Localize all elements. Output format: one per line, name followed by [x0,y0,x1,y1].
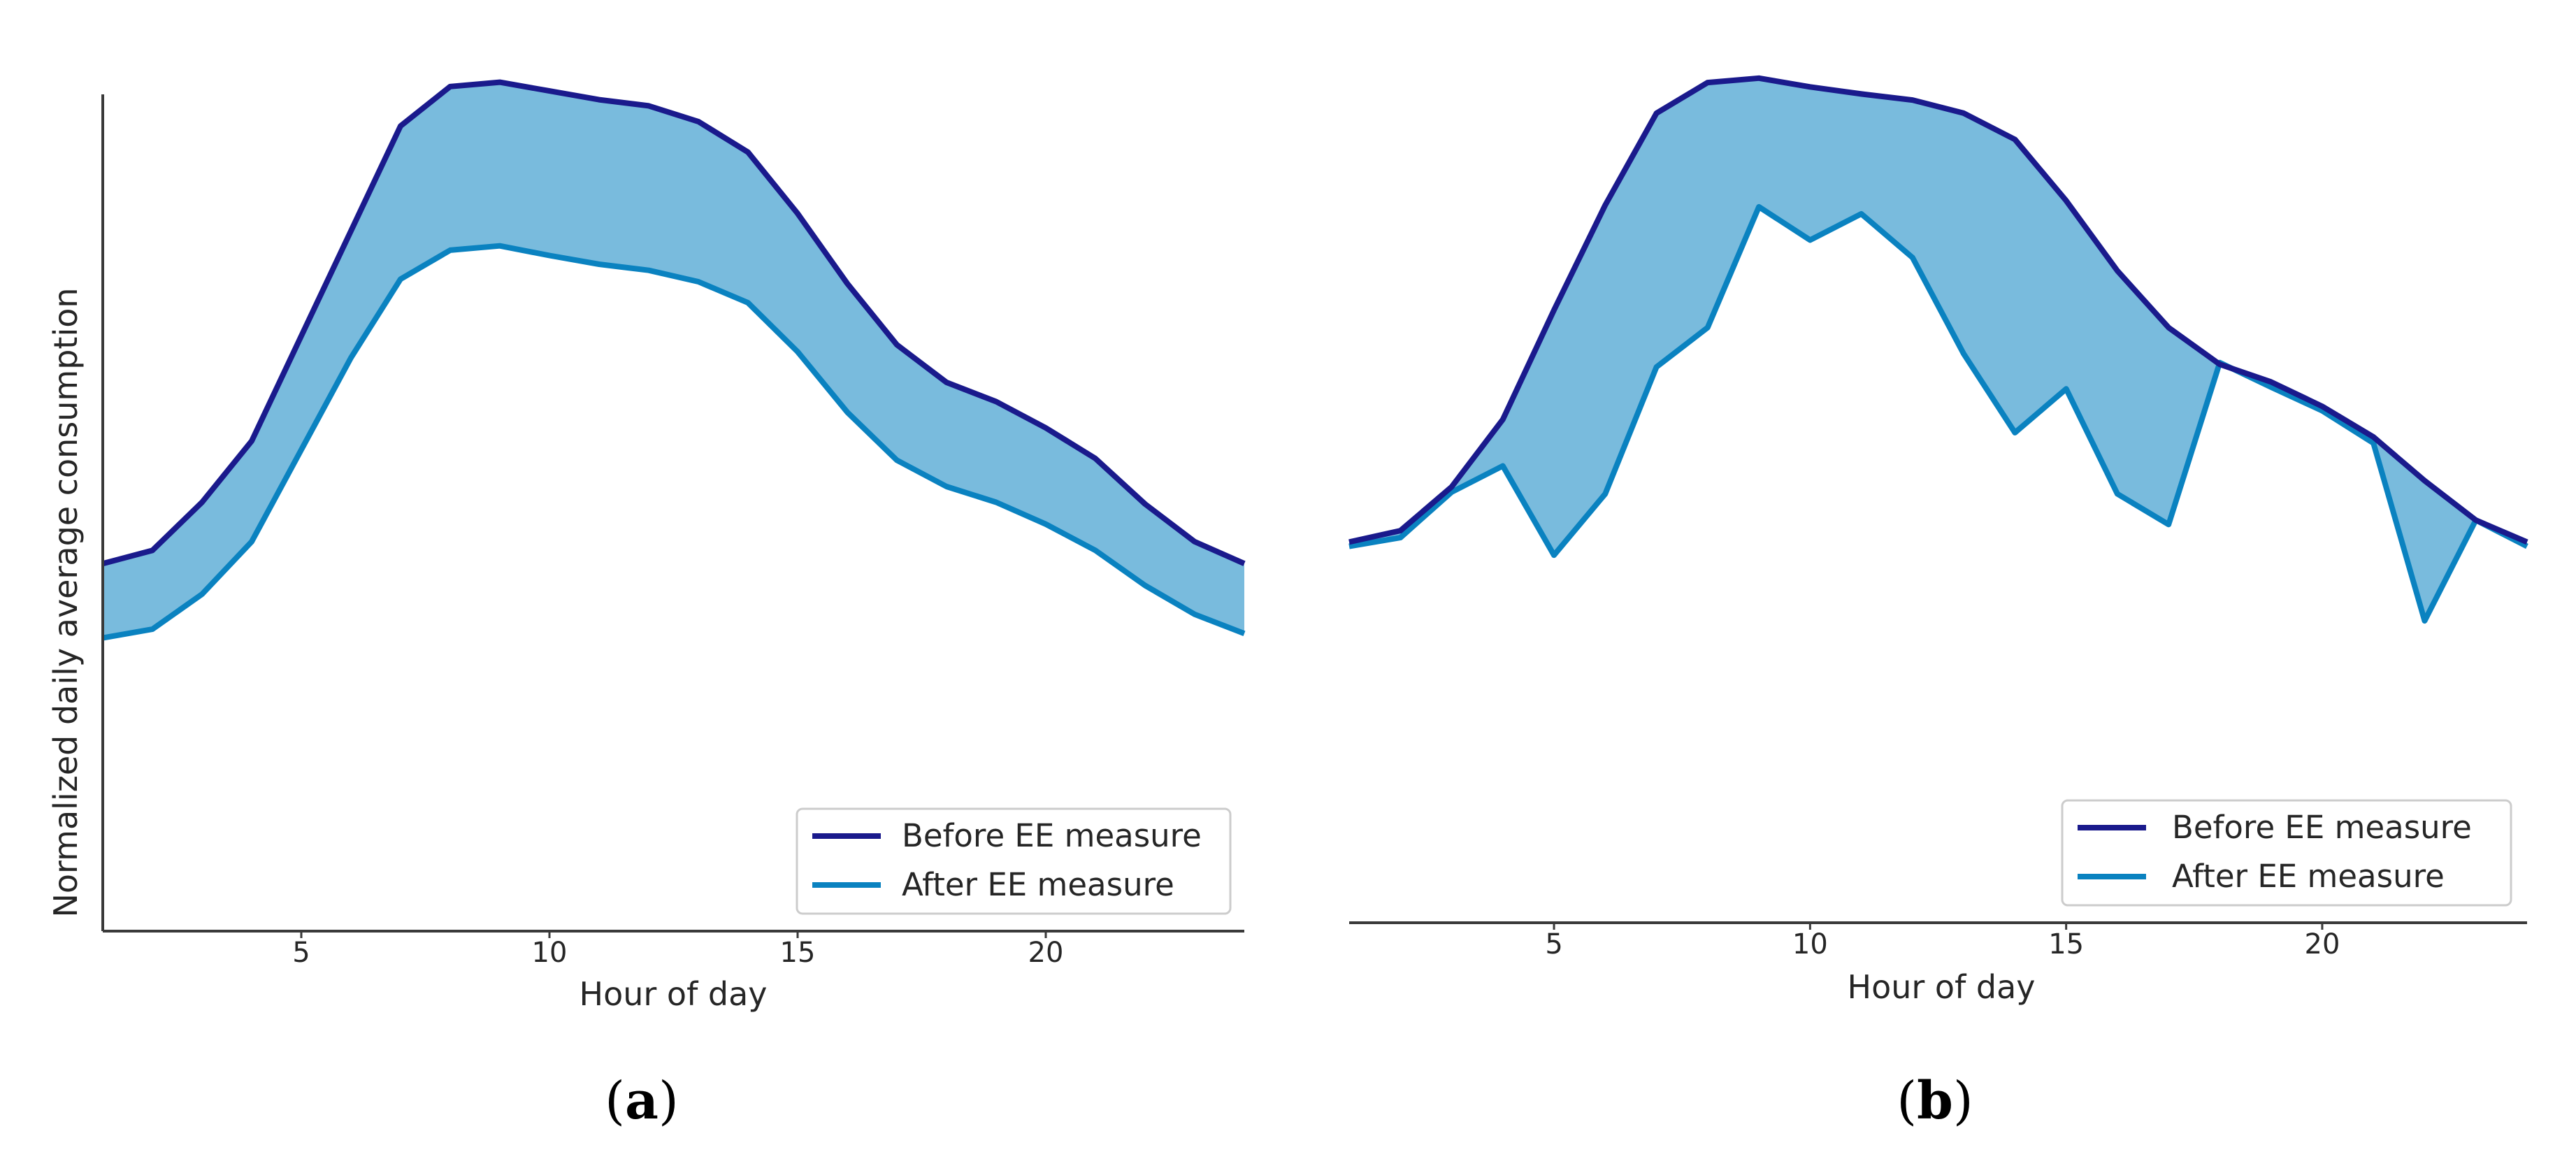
caption-b-open: ( [1897,1071,1917,1131]
caption-b-letter: b [1917,1071,1953,1131]
legend-label-after-a: After EE measure [902,866,1174,903]
x-tick-label-b-15: 15 [2048,928,2084,960]
caption-a-close: ) [659,1071,679,1131]
x-tick-label-a-5: 5 [292,937,310,969]
chart-panel-b: 5 10 15 20 Hour of day Before EE measure Af… [1348,75,2528,1006]
x-tick-label-a-20: 20 [1028,937,1064,969]
legend-box-b [2061,799,2512,907]
x-ticks-a: 5 10 15 20 [292,931,1063,969]
savings-area-a [103,82,1244,638]
after-series-line-b [1348,203,2528,624]
after-series-line-a [102,243,1246,641]
legend-label-after-b: After EE measure [2172,858,2445,895]
before-series-line-b [1348,75,2528,545]
before-series-line-a [101,79,1246,567]
legend-label-before-b: Before EE measure [2172,809,2472,846]
caption-a-letter: a [625,1071,659,1131]
x-tick-label-b-20: 20 [2305,928,2340,960]
x-tick-label-a-15: 15 [780,937,816,969]
chart-panel-a: 5 10 15 20 Hour of day Normalized daily ave… [47,79,1246,1013]
x-axis-title-a: Hour of day [580,975,768,1013]
caption-a: (a) [605,1071,679,1131]
legend-a: Before EE measure After EE measure [796,807,1232,915]
legend-label-before-a: Before EE measure [902,817,1202,854]
x-ticks-b: 5 10 15 20 [1545,923,2340,960]
legend-b: Before EE measure After EE measure [2061,799,2512,907]
x-tick-label-a-10: 10 [532,937,568,969]
y-axis-title-a: Normalized daily average consumption [47,287,85,917]
caption-b: (b) [1897,1071,1973,1131]
caption-b-close: ) [1953,1071,1973,1131]
caption-a-open: ( [605,1071,625,1131]
x-tick-label-b-5: 5 [1545,928,1562,960]
savings-area-b [1349,78,2527,621]
x-axis-title-b: Hour of day [1848,968,2036,1006]
x-tick-label-b-10: 10 [1792,928,1828,960]
legend-box-a [796,807,1232,915]
